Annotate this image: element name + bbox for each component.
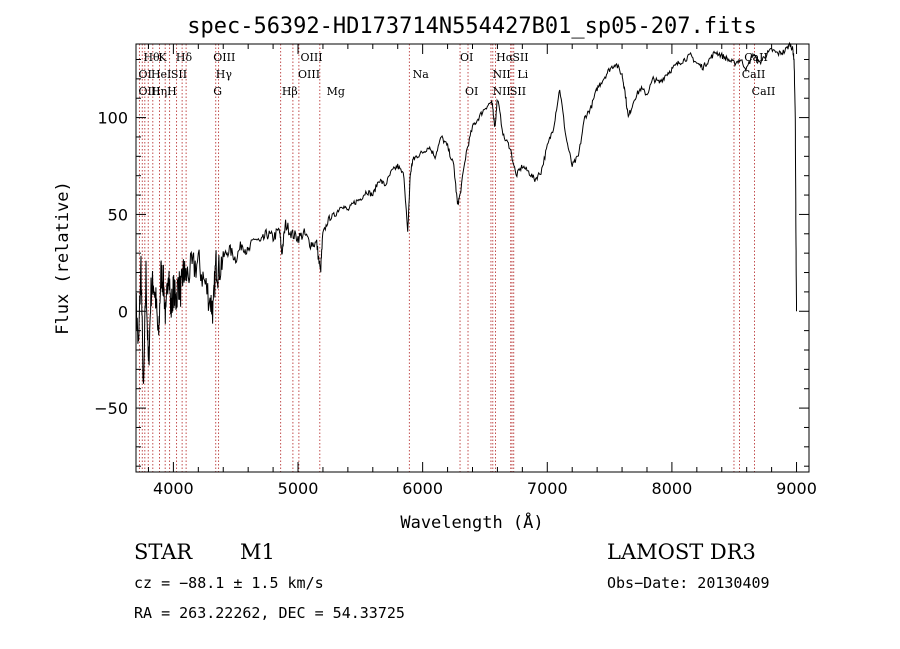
line-label-lines_top-6: Hα (496, 51, 514, 64)
x-tick-label-2: 6000 (402, 479, 443, 498)
y-tick-label-1: 0 (118, 302, 128, 321)
y-axis-ticks: −50 0 50 100 (94, 58, 809, 467)
line-label-lines_top-5: OI (460, 51, 473, 64)
line-label-lines_bot-0: OIII (138, 85, 160, 98)
y-tick-label-0: −50 (94, 399, 128, 418)
x-tick-label-1: 5000 (278, 479, 319, 498)
line-label-lines_top-4: OIII (301, 51, 323, 64)
line-label-lines_mid-6: NII (492, 68, 510, 81)
chart-title: spec-56392-HD173714N554427B01_sp05-207.f… (187, 14, 757, 39)
y-tick-label-2: 50 (108, 205, 128, 224)
x-tick-label-0: 4000 (153, 479, 194, 498)
line-label-lines_top-3: OIII (213, 51, 235, 64)
object-type: STAR (134, 540, 193, 564)
line-label-lines_mid-8: CaII (742, 68, 766, 81)
redshift-cz: cz = −88.1 ± 1.5 km/s (134, 574, 324, 592)
line-label-lines_bot-5: Mg (327, 85, 345, 98)
line-label-lines_bot-1: Hη (151, 85, 167, 98)
line-label-lines_mid-4: OIII (298, 68, 320, 81)
line-label-lines_bot-4: Hβ (282, 85, 298, 98)
spectrum-chart: spec-56392-HD173714N554427B01_sp05-207.f… (53, 14, 817, 533)
line-label-lines_mid-7: Li (517, 68, 528, 81)
x-axis-ticks: 4000 5000 6000 7000 8000 9000 (147, 44, 817, 498)
coordinates: RA = 263.22262, DEC = 54.33725 (134, 604, 405, 622)
line-label-lines_top-7: SII (512, 51, 528, 64)
spectrum-series-line (135, 41, 797, 384)
line-label-lines_top-0: Hθ (143, 51, 160, 64)
line-label-lines_mid-3: Hγ (216, 68, 233, 81)
line-label-lines_bot-3: G (213, 85, 222, 98)
x-tick-label-4: 8000 (652, 479, 693, 498)
line-label-lines_top-1: K (158, 51, 167, 64)
line-label-lines_mid-5: Na (413, 68, 430, 81)
emission-line-markers (138, 44, 755, 472)
observation-date: Obs−Date: 20130409 (607, 574, 770, 592)
line-label-lines_mid-2: SII (171, 68, 187, 81)
survey-name: LAMOST DR3 (607, 540, 756, 564)
line-label-lines_bot-7: NII (492, 85, 510, 98)
line-label-lines_mid-0: OI (138, 68, 151, 81)
x-axis-label: Wavelength (Å) (400, 511, 543, 533)
line-label-lines_top-2: Hδ (176, 51, 193, 64)
y-tick-label-3: 100 (97, 109, 128, 128)
x-tick-label-3: 7000 (527, 479, 568, 498)
object-subclass: M1 (240, 540, 275, 564)
y-axis-label: Flux (relative) (53, 181, 73, 335)
line-label-lines_bot-2: H (167, 85, 177, 98)
line-label-lines_bot-8: SII (510, 85, 526, 98)
x-tick-label-5: 9000 (776, 479, 817, 498)
line-label-lines_mid-1: HeI (151, 68, 171, 81)
line-label-lines_bot-9: CaII (752, 85, 776, 98)
line-label-lines_bot-6: OI (465, 85, 478, 98)
